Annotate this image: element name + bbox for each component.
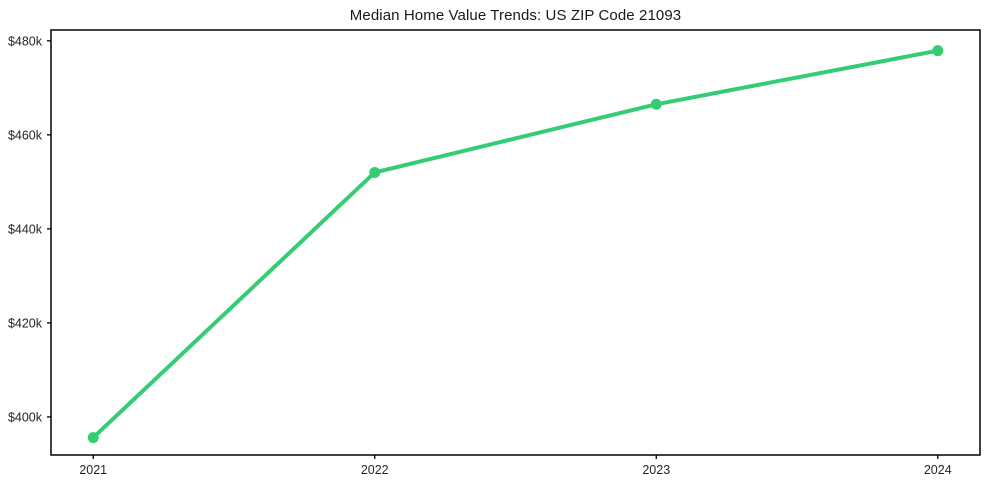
y-axis-tick-label: $420k bbox=[8, 316, 43, 330]
x-axis-tick-label: 2022 bbox=[361, 463, 389, 477]
x-axis-tick-label: 2024 bbox=[924, 463, 952, 477]
axes-frame bbox=[50, 29, 981, 456]
data-point-marker bbox=[932, 45, 944, 57]
x-axis-tick-label: 2023 bbox=[642, 463, 670, 477]
data-point-marker bbox=[650, 98, 662, 110]
y-axis-tick-label: $440k bbox=[8, 222, 43, 236]
y-axis-tick-label: $400k bbox=[8, 410, 43, 424]
series-line bbox=[91, 48, 940, 440]
y-axis-tick-label: $460k bbox=[8, 128, 43, 142]
data-point-marker bbox=[87, 432, 99, 444]
y-axis-tick-label: $480k bbox=[8, 34, 43, 48]
data-point-marker bbox=[369, 166, 381, 178]
chart-title: Median Home Value Trends: US ZIP Code 21… bbox=[349, 7, 682, 24]
x-axis-tick-label: 2021 bbox=[79, 463, 107, 477]
